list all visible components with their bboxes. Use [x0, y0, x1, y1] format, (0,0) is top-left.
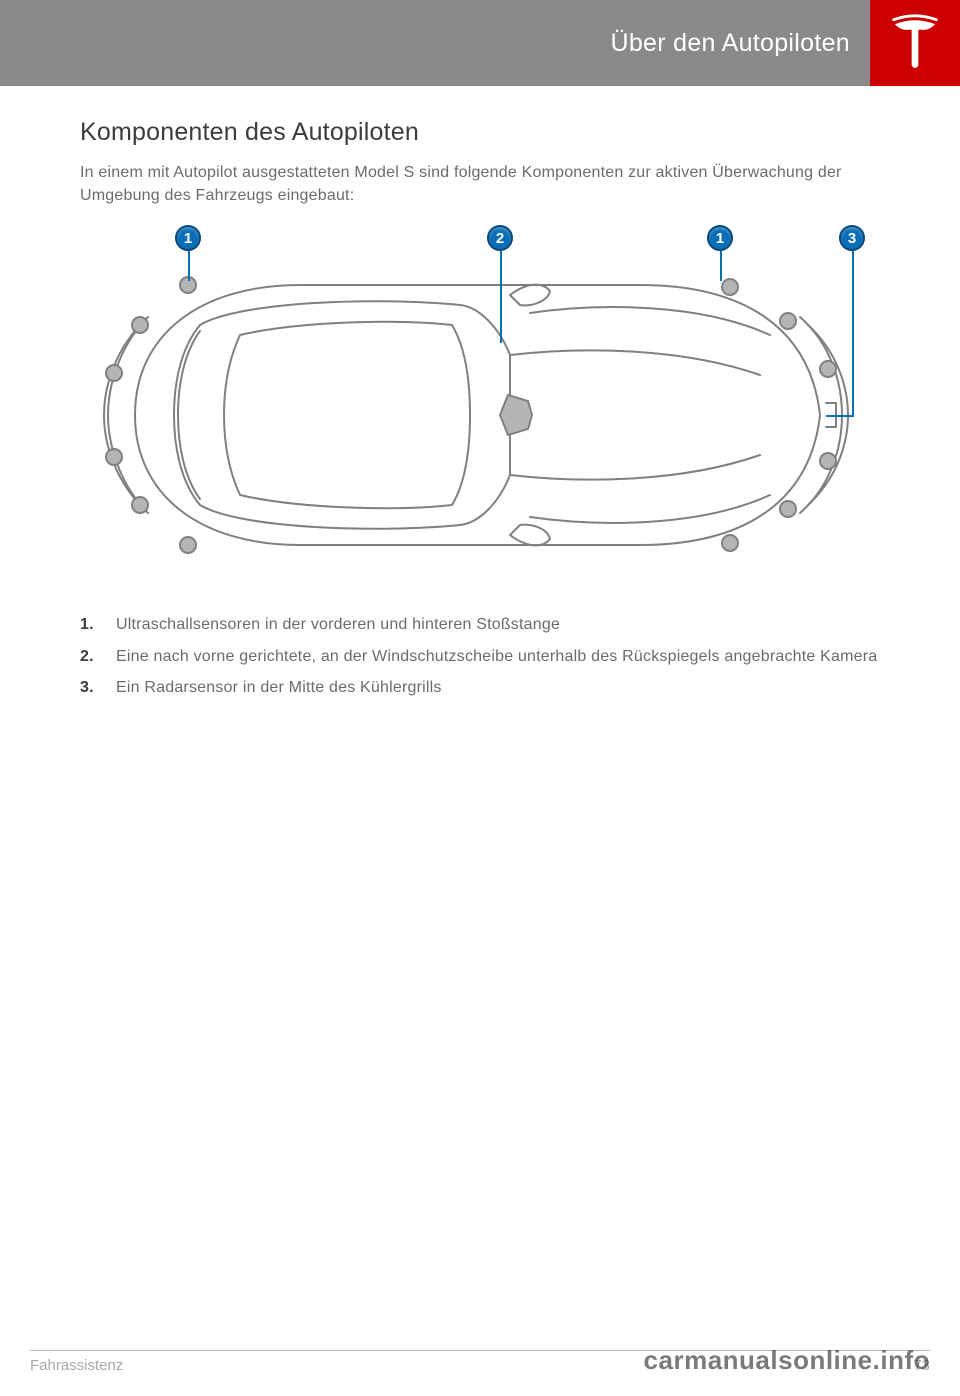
list-item: 2. Eine nach vorne gerichtete, an der Win…	[80, 645, 880, 668]
callout-leader	[500, 251, 502, 343]
section-intro: In einem mit Autopilot ausgestatteten Mo…	[80, 161, 880, 207]
list-item-text: Ultraschallsensoren in der vorderen und …	[116, 613, 560, 636]
car-topdown-svg	[80, 225, 880, 585]
callout-leader	[720, 251, 722, 281]
header-title-bar: Über den Autopiloten	[0, 0, 870, 86]
brand-logo-box	[870, 0, 960, 86]
page-header: Über den Autopiloten	[0, 0, 960, 86]
footer-rule	[30, 1350, 930, 1351]
list-item-text: Eine nach vorne gerichtete, an der Winds…	[116, 645, 877, 668]
list-item-number: 3.	[80, 676, 98, 699]
callout-leader	[188, 251, 190, 281]
header-title: Über den Autopiloten	[610, 29, 850, 58]
components-list: 1. Ultraschallsensoren in der vorderen un…	[80, 613, 880, 699]
callout-leader	[826, 415, 854, 417]
list-item-text: Ein Radarsensor in der Mitte des Kühlerg…	[116, 676, 442, 699]
tesla-logo-icon	[887, 13, 943, 74]
callout-leader	[852, 251, 854, 415]
footer-section-label: Fahrassistenz	[30, 1357, 123, 1374]
footer-row: Fahrassistenz 73	[30, 1357, 930, 1374]
page-footer: Fahrassistenz 73	[0, 1350, 960, 1374]
list-item-number: 1.	[80, 613, 98, 636]
list-item-number: 2.	[80, 645, 98, 668]
autopilot-components-diagram: 1213	[80, 225, 880, 585]
list-item: 3. Ein Radarsensor in der Mitte des Kühle…	[80, 676, 880, 699]
list-item: 1. Ultraschallsensoren in der vorderen un…	[80, 613, 880, 636]
page-content: Komponenten des Autopiloten In einem mit…	[0, 86, 960, 699]
section-heading: Komponenten des Autopiloten	[80, 118, 880, 147]
footer-page-number: 73	[913, 1357, 930, 1374]
